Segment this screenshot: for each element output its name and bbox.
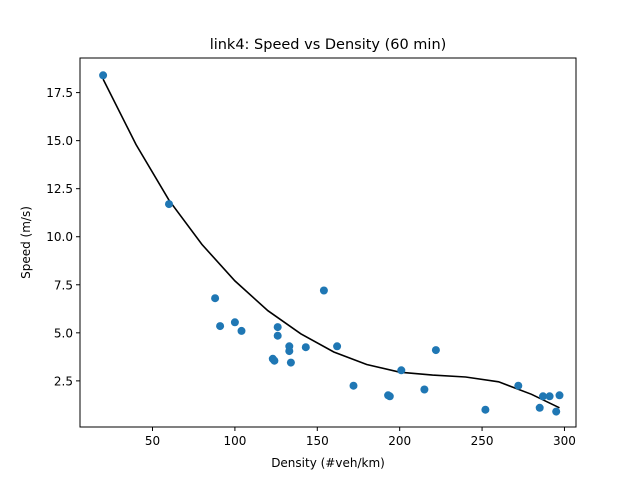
data-point: [349, 381, 358, 390]
x-tick-label: 300: [553, 434, 576, 448]
x-tick-label: 50: [145, 434, 160, 448]
y-tick-label: 7.5: [54, 278, 73, 292]
x-tick-label: 200: [388, 434, 411, 448]
data-point: [319, 286, 328, 295]
x-axis-label: Density (#veh/km): [271, 456, 385, 470]
x-tick-label: 100: [223, 434, 246, 448]
data-point: [514, 381, 523, 390]
plot-area: [99, 71, 564, 416]
data-point: [385, 392, 394, 401]
data-point: [99, 71, 108, 80]
y-tick-label: 5.0: [54, 326, 73, 340]
fit-curve: [102, 78, 560, 409]
y-tick-label: 2.5: [54, 374, 73, 388]
data-point: [273, 323, 282, 332]
data-point: [301, 343, 310, 352]
y-tick-label: 15.0: [46, 134, 73, 148]
data-point: [165, 200, 173, 209]
data-point: [555, 391, 564, 400]
chart-title: link4: Speed vs Density (60 min): [210, 37, 447, 53]
data-point: [552, 407, 561, 416]
y-tick-label: 17.5: [46, 86, 73, 100]
y-tick-label: 12.5: [46, 182, 73, 196]
plot-frame: [79, 57, 577, 428]
data-point: [211, 294, 220, 303]
data-point: [539, 392, 547, 401]
data-point: [535, 403, 544, 412]
data-point: [273, 331, 282, 340]
axis-ticks: 50 100 150 200 250 300 2.5 5.0 7.5 10.0 12.5 15.0 17…: [46, 86, 576, 448]
data-point: [286, 358, 295, 367]
data-point: [431, 346, 440, 355]
y-tick-label: 10.0: [46, 230, 73, 244]
data-point: [397, 366, 406, 375]
data-point: [333, 342, 342, 351]
x-tick-label: 150: [306, 434, 329, 448]
data-point: [481, 405, 490, 414]
y-axis-label: Speed (m/s): [19, 206, 33, 279]
x-tick-label: 250: [471, 434, 494, 448]
data-point: [420, 385, 429, 394]
data-point: [237, 326, 246, 335]
data-point: [270, 356, 279, 365]
data-point: [545, 392, 554, 401]
data-point: [285, 342, 294, 351]
data-point: [230, 318, 239, 327]
data-point: [216, 322, 225, 331]
